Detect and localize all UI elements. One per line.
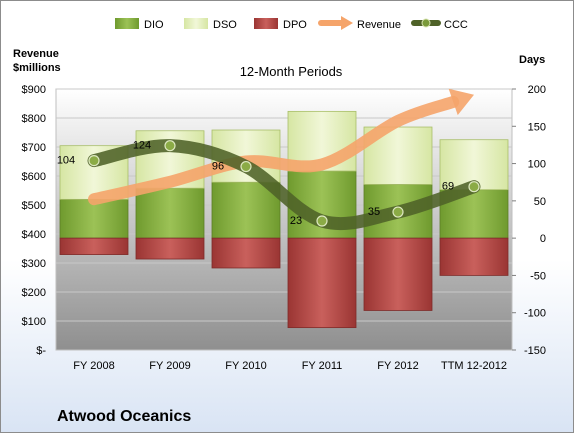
x-tick-label: FY 2011	[302, 360, 343, 372]
bar-dpo	[59, 237, 129, 255]
series-points	[88, 140, 480, 227]
bar-dpo	[439, 237, 509, 276]
legend-label-dio: DIO	[144, 19, 164, 31]
right-tick-label: 50	[534, 196, 546, 208]
legend-swatch-dso	[184, 18, 208, 29]
left-tick-label: $700	[22, 142, 46, 154]
company-name: Atwood Oceanics	[57, 408, 191, 425]
bar-dpo	[363, 237, 433, 311]
left-tick-label: $800	[22, 113, 46, 125]
grid-lines	[56, 88, 512, 322]
ccc-point	[88, 154, 100, 167]
legend-item-ccc: CCC	[411, 18, 468, 31]
left-tick-label: $400	[22, 229, 46, 241]
left-tick-label: $900	[22, 84, 46, 96]
right-axis-title: Days	[519, 54, 545, 66]
right-tick-label: 0	[540, 233, 546, 245]
right-tick-label: 150	[528, 121, 546, 133]
ccc-point	[240, 160, 252, 173]
ccc-data-label: 124	[133, 140, 151, 152]
ccc-data-label: 23	[290, 215, 302, 227]
x-tick-label: FY 2009	[149, 360, 190, 372]
bar-dio	[135, 187, 205, 239]
ccc-point	[468, 181, 480, 193]
right-tick-label: 200	[528, 84, 546, 96]
legend-label-dpo: DPO	[283, 19, 307, 31]
legend-label-revenue: Revenue	[357, 19, 401, 31]
ccc-data-label: 96	[212, 161, 224, 173]
ccc-point	[164, 140, 176, 152]
left-axis-title-line1: Revenue	[13, 48, 59, 60]
data-labels: 104 124 96 23 35 69	[57, 140, 454, 227]
plot-area	[55, 88, 513, 351]
bar-dpo	[135, 237, 205, 260]
legend-item-dpo: DPO	[254, 18, 307, 31]
legend-swatch-dpo	[254, 18, 278, 29]
right-tick-labels: -150 -100 -50 0 50 100 150 200	[512, 84, 546, 357]
x-tick-label: TTM 12-2012	[441, 360, 507, 372]
bar-dpo	[287, 237, 357, 329]
right-tick-label: -100	[524, 308, 546, 320]
revenue-line	[88, 95, 460, 206]
chart-title: 12-Month Periods	[240, 64, 343, 79]
legend-arrowhead-revenue	[341, 16, 353, 30]
left-tick-label: $100	[22, 316, 46, 328]
legend-swatch-dio	[115, 18, 139, 29]
left-tick-label: $300	[22, 258, 46, 270]
legend-item-revenue: Revenue	[318, 16, 401, 31]
right-tick-label: -150	[524, 345, 546, 357]
right-tick-label: -50	[530, 270, 546, 282]
x-tick-label: FY 2010	[225, 360, 266, 372]
x-tick-labels: FY 2008 FY 2009 FY 2010 FY 2011 FY 2012 TTM 1…	[73, 360, 507, 372]
x-tick-label: FY 2012	[377, 360, 418, 372]
left-tick-label: $600	[22, 171, 46, 183]
x-tick-label: FY 2008	[73, 360, 114, 372]
ccc-point	[392, 206, 404, 218]
series-lines	[87, 88, 481, 231]
legend-item-dso: DSO	[184, 18, 237, 31]
ccc-data-label: 69	[442, 181, 454, 193]
left-tick-label: $-	[36, 345, 46, 357]
right-tick-label: 100	[528, 159, 546, 171]
left-axis-title-line2: $millions	[13, 62, 61, 74]
ccc-data-label: 104	[57, 155, 75, 167]
bar-dpo	[211, 237, 281, 269]
ccc-point	[316, 215, 328, 227]
left-tick-labels: $- $100 $200 $300 $400 $500 $600 $700 $800 $900	[22, 84, 47, 357]
legend-label-ccc: CCC	[444, 19, 468, 31]
ccc-line	[87, 139, 481, 231]
ccc-data-label: 35	[368, 206, 380, 218]
legend-item-dio: DIO	[115, 18, 164, 31]
revenue-arrowhead	[448, 88, 474, 116]
legend-label-dso: DSO	[213, 19, 237, 31]
left-tick-label: $200	[22, 287, 46, 299]
legend: DIO DSO DPO Revenue CCC	[115, 16, 468, 31]
legend-marker-ccc	[421, 18, 431, 28]
left-tick-label: $500	[22, 200, 46, 212]
